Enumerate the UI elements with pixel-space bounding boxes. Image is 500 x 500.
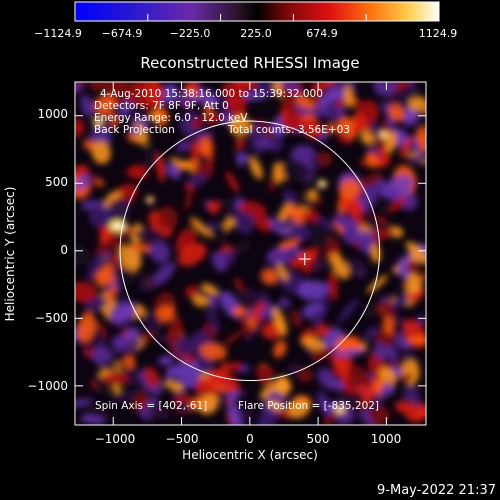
y-tick-label: −500 [35, 311, 68, 325]
y-tick-label: −1000 [27, 379, 68, 393]
colorbar-tick-label: 225.0 [240, 27, 272, 40]
colorbar-tick-label: −674.9 [102, 27, 143, 40]
reconstructed-image [75, 82, 426, 425]
plot-frame [74, 81, 427, 426]
detectors-text: Detectors: 7F 8F 9F, Att 0 [94, 100, 229, 112]
spin-axis-text: Spin Axis = [402,-61] [95, 400, 207, 412]
y-axis-label: Heliocentric Y (arcsec) [3, 187, 17, 322]
x-tick-label: −500 [166, 432, 199, 446]
energy-range-text: Energy Range: 6.0 - 12.0 keV [94, 112, 248, 124]
x-tick-label: 1000 [371, 432, 402, 446]
solar-limb-circle [119, 120, 381, 382]
colorbar-tick-label: −1124.9 [34, 27, 82, 40]
colorbar-tick-label: −225.0 [170, 27, 211, 40]
x-tick-label: 0 [246, 432, 254, 446]
colorbar-ticks [74, 14, 440, 21]
colorbar-tick-label: 1124.9 [419, 27, 458, 40]
y-tick-label: 1000 [37, 107, 68, 121]
spin-axis-marker [298, 253, 311, 266]
x-tick-label: 500 [307, 432, 330, 446]
flare-position-text: Flare Position = [-835,202] [238, 400, 379, 412]
time-range-text: 4-Aug-2010 15:38:16.000 to 15:39:32.000 [100, 88, 323, 100]
colorbar-tick-label: 674.9 [306, 27, 338, 40]
timestamp: 9-May-2022 21:37 [377, 483, 496, 498]
total-counts-text: Total counts: 3.56E+03 [227, 124, 350, 136]
x-tick-label: −1000 [95, 432, 136, 446]
image-title: Reconstructed RHESSI Image [140, 54, 359, 72]
x-axis-label: Heliocentric X (arcsec) [182, 448, 318, 462]
y-tick-label: 500 [45, 175, 68, 189]
colorbar [74, 1, 440, 22]
y-tick-label: 0 [60, 243, 68, 257]
axis-ticks [75, 82, 426, 425]
algorithm-text: Back Projection [94, 124, 175, 136]
